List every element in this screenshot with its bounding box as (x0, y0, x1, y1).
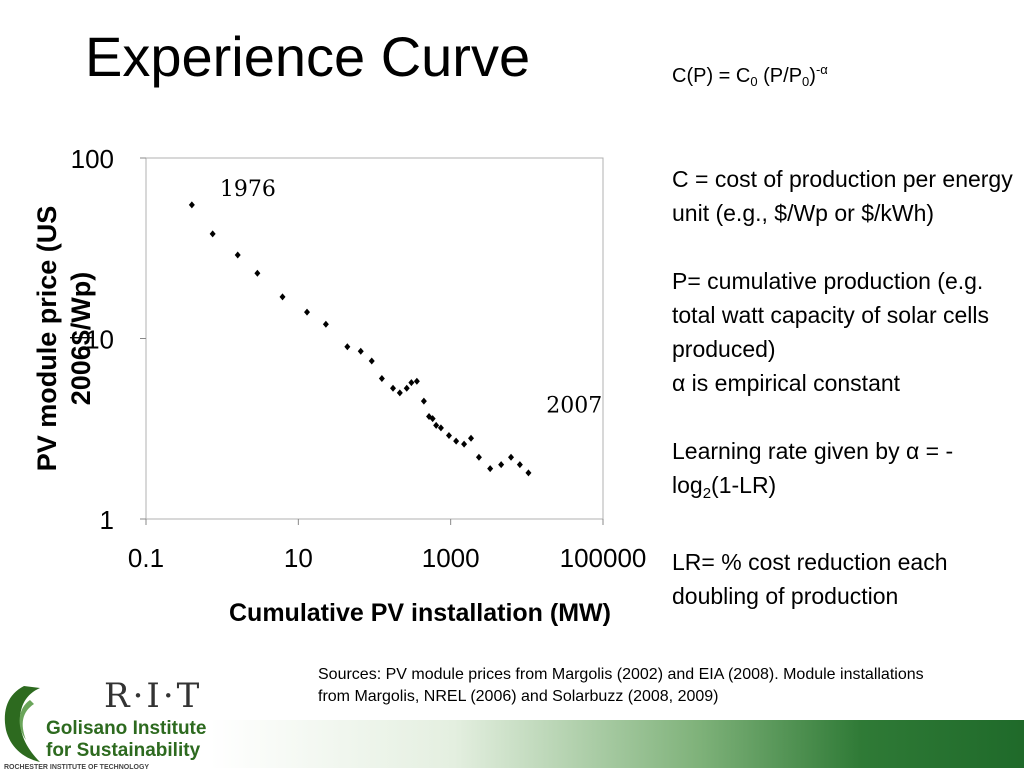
formula-close: ) (809, 65, 816, 87)
data-point (408, 379, 415, 387)
data-point (498, 461, 505, 469)
data-point (413, 377, 420, 385)
formula-text: C(P) = C (672, 65, 751, 87)
data-point (304, 308, 311, 316)
data-point (188, 201, 195, 209)
data-point (378, 375, 385, 383)
sources-note: Sources: PV module prices from Margolis … (318, 666, 924, 705)
y-tick-label: 1 (100, 505, 114, 535)
point-annotation: 2007 (546, 393, 602, 418)
rit-logo: R·I·T Golisano Institute for Sustainabil… (0, 676, 210, 771)
data-point (209, 230, 216, 238)
learning-rate-suffix: (1-LR) (711, 472, 777, 498)
data-point (344, 343, 351, 351)
rit-wordmark: R·I·T (104, 676, 203, 716)
definition-lr: LR= % cost reduction each doubling of pr… (672, 549, 948, 609)
formula-subscript: 0 (750, 74, 758, 89)
data-point (516, 461, 523, 469)
data-point (368, 357, 375, 365)
x-tick-label: 0.1 (128, 543, 164, 573)
data-point (468, 434, 475, 442)
data-point (234, 251, 241, 259)
data-point (429, 415, 436, 423)
data-point (357, 347, 364, 355)
x-axis-label: Cumulative PV installation (MW) (229, 599, 611, 627)
plot-frame (145, 157, 604, 520)
data-point (437, 424, 444, 432)
data-point (487, 465, 494, 473)
data-point (279, 293, 286, 301)
logo-line-1: Golisano Institute (46, 718, 207, 739)
y-tick-label: 10 (85, 325, 114, 355)
definition-p: P= cumulative production (e.g. total wat… (672, 268, 990, 362)
y-axis-label: PV module price (US 2006$/Wp) (32, 206, 96, 472)
formula-exponent: -α (815, 62, 828, 77)
logo-line-2: for Sustainability (46, 740, 201, 761)
experience-curve-chart: 0.1 10 1000 100000 1 10 100 1976 2007 PV module … (32, 144, 647, 627)
data-point (525, 469, 532, 477)
formula-text-mid: (P/P (757, 65, 803, 87)
data-point (461, 440, 468, 448)
data-point (445, 432, 452, 440)
data-point (433, 421, 440, 429)
experience-curve-formula: C(P) = C0 (P/P0)-α (672, 62, 828, 89)
definition-c: C = cost of production per energy unit (… (672, 166, 1013, 226)
data-point (322, 320, 329, 328)
x-tick-label: 1000 (422, 543, 480, 573)
footer-band (210, 720, 1024, 768)
data-point (508, 453, 515, 461)
data-point (420, 397, 427, 405)
data-point (396, 389, 403, 397)
definition-alpha: α is empirical constant (672, 370, 901, 396)
learning-rate-text: Learning rate given by α = - log (672, 438, 954, 498)
data-point (475, 453, 482, 461)
point-annotation: 1976 (220, 177, 276, 202)
y-tick-label: 100 (71, 144, 114, 174)
x-tick-label: 10 (284, 543, 313, 573)
plot-area: 0.1 10 1000 100000 1 10 100 1976 2007 (71, 144, 647, 573)
definitions-panel: C = cost of production per energy unit (… (672, 162, 1020, 647)
data-point (403, 384, 410, 392)
definition-learning-rate: Learning rate given by α = - log2(1-LR) (672, 434, 1020, 511)
data-point (453, 437, 460, 445)
x-tick-label: 100000 (560, 543, 647, 573)
data-point (390, 384, 397, 392)
slide-title: Experience Curve (85, 25, 531, 88)
data-point (254, 269, 261, 277)
globe-icon (4, 686, 40, 762)
formula-subscript-p0: 0 (802, 74, 810, 89)
learning-rate-subscript: 2 (702, 485, 712, 502)
